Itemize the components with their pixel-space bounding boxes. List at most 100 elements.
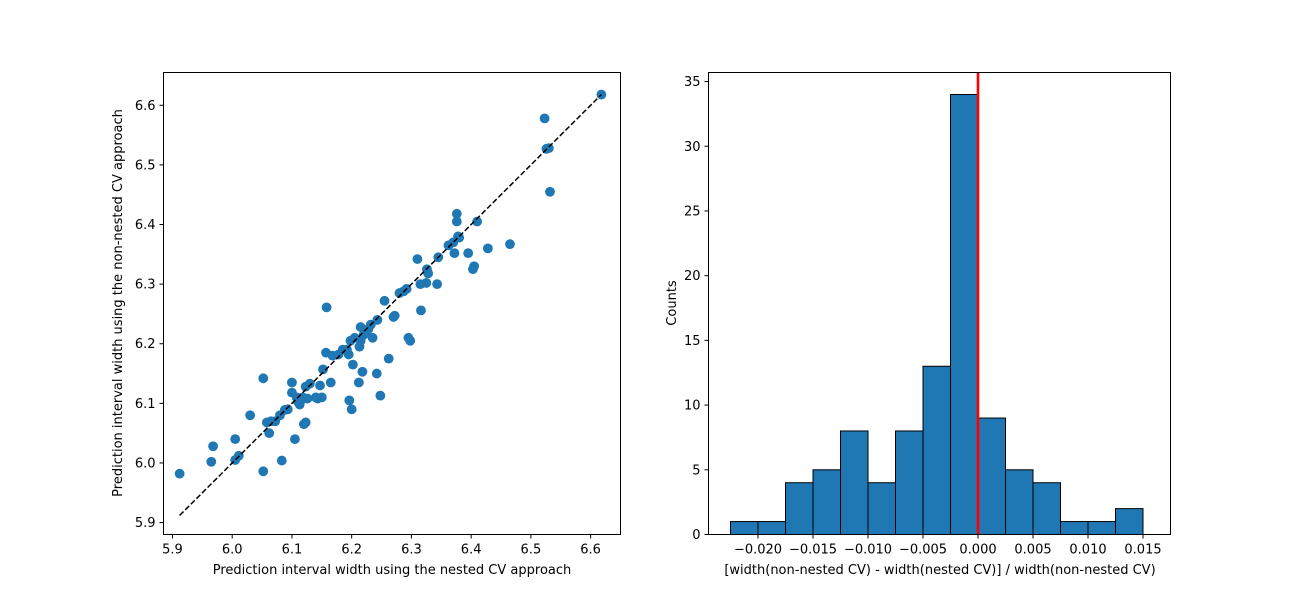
- histogram-x-tick-label: 0.015: [1124, 543, 1161, 558]
- scatter-point: [208, 441, 218, 452]
- histogram-bar: [785, 482, 814, 535]
- scatter-point: [371, 368, 382, 379]
- scatter-point: [451, 216, 462, 227]
- scatter-x-tick-label: 6.2: [341, 543, 362, 558]
- histogram-y-tick-label: 25: [684, 204, 701, 219]
- scatter-point: [302, 393, 313, 404]
- histogram-y-tick-label: 20: [684, 269, 701, 284]
- scatter-point: [174, 468, 185, 479]
- scatter-point: [451, 208, 462, 219]
- scatter-y-tick-label: 6.6: [135, 99, 156, 114]
- scatter-point: [469, 261, 480, 272]
- scatter-point: [321, 302, 332, 313]
- scatter-point: [258, 373, 269, 384]
- histogram-x-tick-label: −0.010: [844, 543, 892, 558]
- scatter-point: [230, 434, 241, 445]
- histogram-bar: [1032, 482, 1061, 535]
- scatter-point: [282, 404, 293, 415]
- scatter-y-tick-label: 6.0: [135, 456, 156, 471]
- histogram-bar: [867, 482, 896, 535]
- scatter-point: [389, 310, 400, 321]
- scatter-y-axis-label: Prediction interval width using the non-…: [111, 109, 126, 497]
- histogram-bar: [1005, 469, 1034, 536]
- scatter-point: [423, 268, 434, 279]
- scatter-point: [206, 456, 217, 467]
- scatter-point: [353, 377, 364, 388]
- scatter-point: [276, 455, 287, 466]
- scatter-point: [258, 466, 269, 477]
- scatter-point: [316, 392, 327, 403]
- scatter-point: [318, 364, 328, 375]
- histogram-y-tick-label: 15: [684, 334, 701, 349]
- scatter-point: [482, 243, 493, 254]
- scatter-y-tick-label: 6.2: [135, 337, 156, 352]
- histogram-y-axis-label: Counts: [665, 280, 680, 326]
- scatter-point: [264, 428, 275, 439]
- histogram-bar: [730, 521, 759, 536]
- histogram-bar: [1060, 521, 1089, 536]
- scatter-y-tick-label: 6.1: [135, 397, 156, 412]
- scatter-point: [383, 353, 394, 364]
- histogram-x-tick-label: −0.015: [789, 543, 837, 558]
- scatter-point: [472, 216, 483, 227]
- scatter-point: [290, 434, 300, 445]
- scatter-point: [375, 390, 386, 401]
- scatter-point: [449, 248, 460, 259]
- scatter-point: [412, 254, 423, 264]
- histogram-y-tick-label: 5: [692, 463, 700, 478]
- scatter-point: [300, 417, 311, 428]
- histogram-bar: [757, 521, 786, 536]
- scatter-y-tick-label: 6.4: [135, 218, 156, 233]
- histogram-x-tick-label: −0.005: [899, 543, 947, 558]
- scatter-x-tick-label: 6.5: [521, 543, 542, 558]
- scatter-x-tick-label: 6.0: [222, 543, 243, 558]
- scatter-x-tick-label: 6.3: [401, 543, 422, 558]
- scatter-x-tick-label: 6.6: [580, 543, 601, 558]
- scatter-point: [245, 410, 256, 421]
- scatter-point: [539, 113, 550, 124]
- scatter-point: [416, 305, 426, 316]
- scatter-point: [346, 404, 357, 415]
- scatter-point: [405, 335, 416, 346]
- scatter-point: [505, 239, 515, 250]
- histogram-y-tick-label: 10: [684, 399, 701, 414]
- scatter-point: [315, 380, 325, 391]
- scatter-identity-line: [179, 94, 602, 516]
- histogram-x-tick-label: −0.020: [734, 543, 782, 558]
- scatter-x-tick-label: 6.4: [461, 543, 482, 558]
- scatter-point: [347, 359, 358, 370]
- histogram-bar: [895, 430, 924, 535]
- scatter-point: [463, 248, 474, 259]
- scatter-point: [379, 295, 390, 306]
- scatter-point: [372, 314, 383, 325]
- scatter-point: [304, 378, 315, 389]
- histogram-axes-frame: [708, 72, 1171, 535]
- scatter-x-axis-label: Prediction interval width using the nest…: [213, 563, 572, 578]
- scatter-x-tick-label: 5.9: [162, 543, 183, 558]
- histogram-y-tick-label: 35: [684, 75, 701, 90]
- scatter-y-tick-label: 6.3: [135, 278, 156, 293]
- histogram-x-ticks: −0.020 −0.015 −0.010 −0.005 0.000 0.005 0.010 0…: [734, 534, 1162, 558]
- scatter-point: [432, 279, 443, 290]
- scatter-y-tick-label: 5.9: [135, 516, 156, 531]
- histogram-x-axis-label: [width(non-nested CV) - width(nested CV)…: [724, 563, 1155, 578]
- histogram-bars: [730, 94, 1144, 536]
- histogram-bar: [922, 365, 951, 535]
- histogram-y-tick-label: 0: [692, 528, 700, 543]
- histogram-bar: [812, 469, 841, 536]
- scatter-point: [543, 143, 554, 154]
- scatter-panel: 5.9 6.0 6.1 6.2 6.3 6.4 6.5 6.6 5.9 6.0 6.1 6.2 6.3…: [111, 72, 621, 578]
- scatter-point: [545, 186, 555, 197]
- scatter-x-tick-label: 6.1: [282, 543, 303, 558]
- scatter-x-ticks: 5.9 6.0 6.1 6.2 6.3 6.4 6.5 6.6: [162, 534, 601, 558]
- histogram-bar: [840, 430, 869, 535]
- scatter-point: [355, 322, 366, 332]
- histogram-x-tick-label: 0.005: [1014, 543, 1051, 558]
- histogram-panel: −0.020 −0.015 −0.010 −0.005 0.000 0.005 0.010 0…: [665, 72, 1171, 578]
- histogram-bar: [1087, 521, 1116, 536]
- scatter-point: [287, 377, 297, 388]
- scatter-point: [367, 332, 378, 343]
- histogram-bar: [1115, 508, 1144, 535]
